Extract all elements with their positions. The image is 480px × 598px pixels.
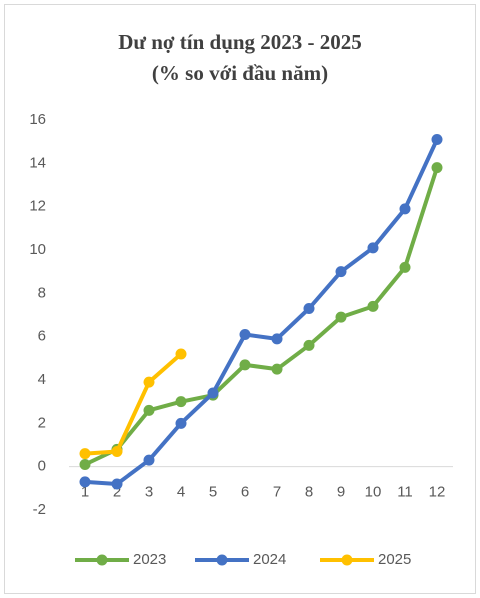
series-line xyxy=(84,167,439,467)
chart-subtitle: (% so với đầu năm) xyxy=(152,61,328,85)
y-tick-label: 14 xyxy=(29,154,46,171)
legend-marker xyxy=(341,554,353,566)
point xyxy=(207,387,219,399)
x-tick-label: 5 xyxy=(209,484,217,501)
point xyxy=(175,396,187,408)
point xyxy=(399,203,411,215)
point xyxy=(239,359,251,371)
point xyxy=(271,333,283,345)
legend-label: 2024 xyxy=(253,551,286,568)
legend-label: 2025 xyxy=(378,551,411,568)
point xyxy=(111,446,123,457)
legend-label: 2023 xyxy=(133,551,166,568)
x-tick-label: 11 xyxy=(397,484,413,501)
x-tick-label: 6 xyxy=(241,484,249,501)
x-tick-label: 12 xyxy=(429,484,446,501)
legend-marker xyxy=(216,554,228,566)
y-tick-label: 12 xyxy=(29,198,46,215)
legend-marker xyxy=(96,554,108,566)
point xyxy=(335,311,347,323)
point xyxy=(79,448,91,460)
chart-title: Dư nợ tín dụng 2023 - 2025 xyxy=(118,30,362,54)
x-tick-label: 1 xyxy=(81,484,89,501)
point xyxy=(335,266,347,278)
point xyxy=(399,261,411,273)
point xyxy=(239,329,251,340)
point xyxy=(79,476,91,488)
point xyxy=(79,459,91,470)
y-tick-label: 2 xyxy=(38,414,46,431)
x-tick-label: 8 xyxy=(305,484,313,501)
point xyxy=(303,339,315,351)
x-tick-label: 2 xyxy=(113,484,121,501)
y-tick-label: 16 xyxy=(29,111,46,128)
series-line xyxy=(84,352,183,456)
point xyxy=(367,300,379,312)
point xyxy=(303,303,315,314)
point xyxy=(175,348,187,360)
y-tick-label: 4 xyxy=(38,371,46,388)
x-tick-label: 10 xyxy=(365,484,382,501)
x-tick-label: 3 xyxy=(145,484,153,501)
point xyxy=(143,454,155,466)
point xyxy=(143,404,155,416)
y-tick-label: 8 xyxy=(38,284,46,301)
y-tick-label: 10 xyxy=(29,241,46,258)
chart-frame xyxy=(4,4,476,594)
point xyxy=(431,134,443,145)
point xyxy=(175,417,187,429)
point xyxy=(111,478,123,490)
x-tick-label: 7 xyxy=(273,484,281,501)
point xyxy=(431,162,443,174)
point xyxy=(143,376,155,388)
y-tick-label: 6 xyxy=(38,328,46,345)
point xyxy=(271,363,283,375)
y-tick-label: 0 xyxy=(38,458,46,475)
point xyxy=(367,242,379,254)
y-tick-label: -2 xyxy=(33,501,46,518)
x-tick-label: 4 xyxy=(177,484,185,501)
x-tick-label: 9 xyxy=(337,484,345,501)
series-line xyxy=(84,138,439,486)
